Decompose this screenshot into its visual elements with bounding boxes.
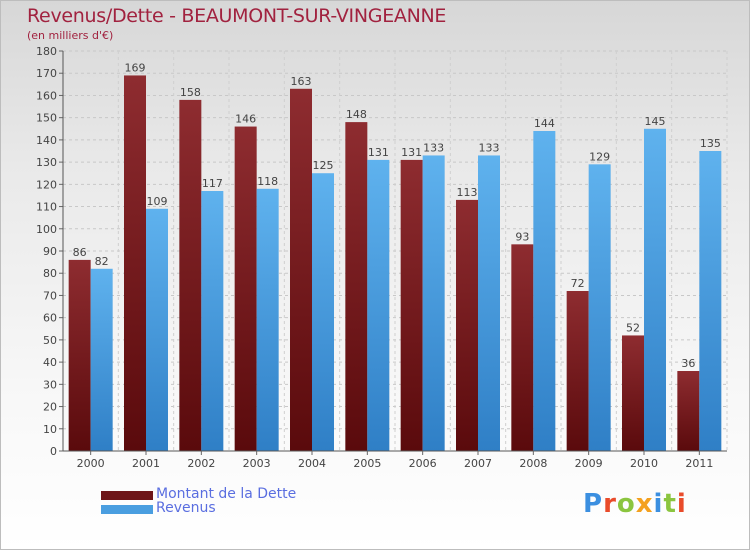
logo-letter: t bbox=[663, 489, 677, 519]
bar-revenus bbox=[422, 155, 445, 451]
proxiti-logo: Proxiti bbox=[583, 489, 687, 519]
bar-dette bbox=[345, 122, 368, 451]
bar-dette bbox=[622, 335, 644, 451]
x-tick-label: 2008 bbox=[519, 457, 547, 470]
logo-letter: r bbox=[603, 489, 617, 519]
y-tick-label: 180 bbox=[36, 45, 57, 58]
chart-subtitle: (en milliers d'€) bbox=[27, 29, 114, 42]
data-label: 163 bbox=[291, 75, 312, 88]
data-label: 148 bbox=[346, 108, 367, 121]
data-label: 144 bbox=[534, 117, 555, 130]
y-tick-label: 100 bbox=[36, 223, 57, 236]
data-label: 131 bbox=[401, 146, 422, 159]
y-tick-label: 140 bbox=[36, 134, 57, 147]
bar-revenus bbox=[367, 159, 390, 451]
data-label: 145 bbox=[645, 115, 666, 128]
y-tick-label: 170 bbox=[36, 67, 57, 80]
bar-revenus bbox=[312, 173, 334, 451]
legend-swatch-dette bbox=[101, 491, 153, 500]
data-label: 133 bbox=[423, 141, 444, 154]
y-tick-label: 60 bbox=[43, 312, 57, 325]
legend-label-dette: Montant de la Dette bbox=[156, 486, 297, 502]
logo-letter: i bbox=[653, 489, 664, 519]
bar-revenus bbox=[90, 268, 113, 451]
x-tick-label: 2011 bbox=[685, 457, 713, 470]
data-label: 131 bbox=[368, 146, 389, 159]
bar-dette bbox=[290, 88, 312, 452]
data-label: 129 bbox=[589, 150, 610, 163]
logo-letter: P bbox=[583, 489, 604, 519]
data-label: 113 bbox=[457, 186, 478, 199]
bar-revenus bbox=[146, 208, 168, 451]
bar-dette bbox=[400, 159, 423, 451]
logo-letter: o bbox=[616, 489, 636, 519]
data-label: 117 bbox=[202, 177, 223, 190]
data-label: 158 bbox=[180, 86, 201, 99]
y-tick-label: 50 bbox=[43, 334, 57, 347]
data-label: 118 bbox=[257, 175, 278, 188]
data-label: 169 bbox=[125, 61, 146, 74]
bar-dette bbox=[566, 291, 589, 451]
data-label: 52 bbox=[626, 321, 640, 334]
y-tick-label: 110 bbox=[36, 201, 57, 214]
legend-swatch-revenus bbox=[101, 505, 153, 514]
x-tick-label: 2000 bbox=[77, 457, 105, 470]
bar-dette bbox=[456, 199, 478, 451]
bar-revenus bbox=[588, 164, 611, 452]
data-label: 93 bbox=[515, 230, 529, 243]
data-label: 109 bbox=[147, 195, 168, 208]
bar-dette bbox=[124, 75, 146, 451]
data-label: 72 bbox=[571, 277, 585, 290]
bar-revenus bbox=[478, 155, 500, 451]
x-tick-label: 2002 bbox=[187, 457, 215, 470]
data-label: 125 bbox=[313, 159, 334, 172]
y-tick-label: 10 bbox=[43, 423, 57, 436]
bar-dette bbox=[179, 99, 202, 451]
data-label: 133 bbox=[479, 141, 500, 154]
x-tick-label: 2001 bbox=[132, 457, 160, 470]
data-label: 36 bbox=[681, 357, 695, 370]
bar-revenus bbox=[699, 151, 722, 451]
y-tick-label: 130 bbox=[36, 156, 57, 169]
data-label: 86 bbox=[73, 246, 87, 259]
y-tick-label: 30 bbox=[43, 378, 57, 391]
legend-label-revenus: Revenus bbox=[156, 500, 216, 516]
y-tick-label: 150 bbox=[36, 112, 57, 125]
bar-dette bbox=[677, 371, 700, 451]
y-tick-label: 40 bbox=[43, 356, 57, 369]
x-tick-label: 2004 bbox=[298, 457, 326, 470]
y-tick-label: 160 bbox=[36, 89, 57, 102]
x-tick-label: 2005 bbox=[353, 457, 381, 470]
logo-letter: x bbox=[635, 489, 654, 519]
logo-letter: i bbox=[676, 489, 687, 519]
y-tick-label: 120 bbox=[36, 178, 57, 191]
bar-revenus bbox=[201, 191, 224, 451]
y-tick-label: 90 bbox=[43, 245, 57, 258]
x-tick-label: 2003 bbox=[243, 457, 271, 470]
data-label: 135 bbox=[700, 137, 721, 150]
y-tick-label: 0 bbox=[50, 445, 57, 458]
x-tick-label: 2007 bbox=[464, 457, 492, 470]
data-label: 146 bbox=[235, 113, 256, 126]
x-tick-label: 2009 bbox=[575, 457, 603, 470]
bar-revenus bbox=[533, 131, 556, 451]
bar-revenus bbox=[256, 188, 279, 451]
x-tick-label: 2010 bbox=[630, 457, 658, 470]
bar-dette bbox=[511, 244, 534, 451]
data-label: 82 bbox=[95, 255, 109, 268]
bar-revenus bbox=[644, 128, 666, 451]
chart-title: Revenus/Dette - BEAUMONT-SUR-VINGEANNE bbox=[27, 5, 447, 27]
x-tick-label: 2006 bbox=[409, 457, 437, 470]
y-tick-label: 80 bbox=[43, 267, 57, 280]
bar-dette bbox=[68, 259, 91, 451]
y-tick-label: 20 bbox=[43, 401, 57, 414]
bar-dette bbox=[234, 126, 257, 452]
y-tick-label: 70 bbox=[43, 289, 57, 302]
